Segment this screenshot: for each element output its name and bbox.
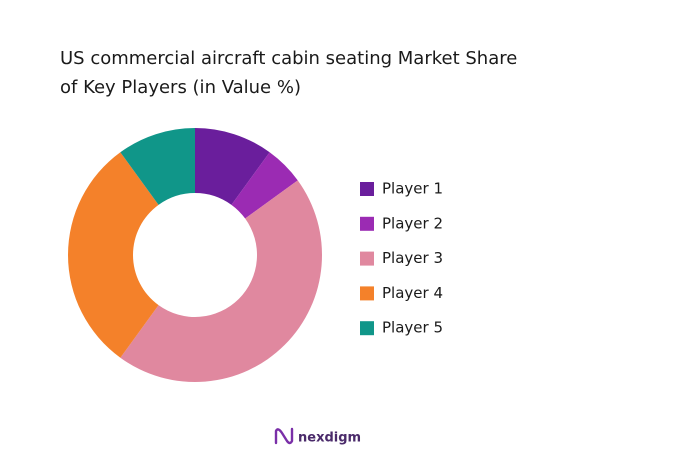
legend-label: Player 3 (382, 249, 443, 267)
logo: nexdigm (274, 427, 361, 446)
donut-slice (195, 128, 270, 205)
donut-slice (120, 128, 195, 205)
donut-slice (231, 152, 298, 219)
legend-swatch (360, 251, 374, 266)
legend-swatch (360, 182, 374, 196)
donut-slice (68, 152, 159, 358)
legend-swatch (360, 216, 374, 231)
logo-icon (274, 427, 294, 445)
legend-label: Player 4 (382, 284, 443, 302)
logo-text: nexdigm (298, 431, 361, 446)
legend-label: Player 1 (382, 180, 443, 198)
chart-title: of Key Players (in Value %) (60, 77, 301, 98)
donut-slice (120, 180, 322, 382)
legend-label: Player 5 (382, 319, 443, 337)
legend-swatch (360, 321, 374, 336)
chart-title: US commercial aircraft cabin seating Mar… (60, 48, 517, 69)
legend-label: Player 2 (382, 214, 443, 232)
legend-swatch (360, 286, 374, 301)
